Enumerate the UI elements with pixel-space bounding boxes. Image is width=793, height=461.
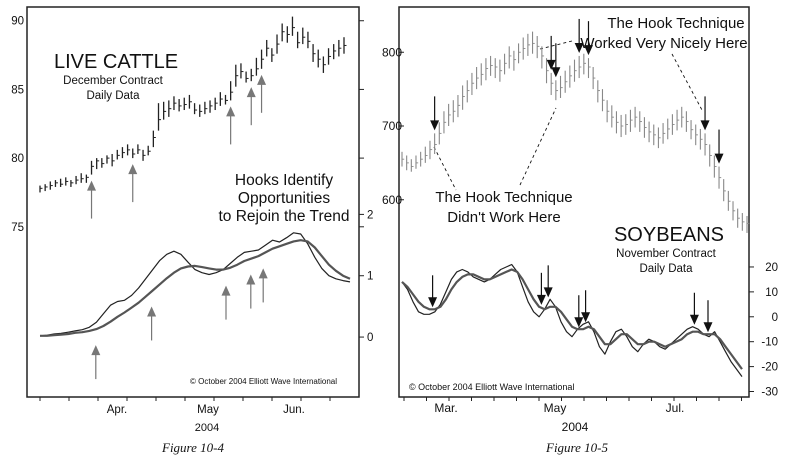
right-price-tick-label-2: 800: [382, 45, 402, 59]
left-copyright: © October 2004 Elliott Wave Internationa…: [190, 377, 337, 386]
right-price-tick-label-0: 600: [382, 193, 402, 207]
right-price-down-arrow-2-head: [551, 67, 561, 78]
right-oscillator-axis: 20 10 0 -10 -20 -30: [749, 262, 778, 399]
right-osc-tick-label-5: -30: [761, 387, 778, 399]
right-price-axis: 600 700 800: [382, 45, 404, 207]
soybeans-chart: The Hook Technique Worked Very Nicely He…: [382, 6, 778, 455]
right-osc-tick-label-0: 20: [765, 262, 778, 274]
right-x-tick-label-2: Jul.: [666, 401, 685, 415]
left-price-tick-label-1: 80: [11, 153, 24, 165]
right-title: SOYBEANS: [614, 224, 724, 246]
left-year: 2004: [195, 422, 219, 434]
right-price-bars: [401, 31, 750, 233]
left-osc-tick-label-2: 2: [367, 209, 373, 221]
right-osc-tick-label-2: 0: [772, 312, 778, 324]
right-annotation-bottom-1: The Hook Technique: [435, 189, 572, 206]
right-price-tick-label-1: 700: [382, 119, 402, 133]
right-annotation-top-2: Worked Very Nicely Here: [580, 35, 747, 52]
left-osc-up-arrow-1-head: [147, 306, 157, 317]
right-annotation-leaders: [433, 40, 703, 191]
left-oscillator-lines: [39, 232, 351, 337]
left-annotation-1: Hooks Identify: [235, 172, 333, 189]
right-price-down-arrow-0-head: [430, 120, 440, 131]
right-figure-label: Figure 10-5: [545, 440, 608, 455]
right-copyright: © October 2004 Elliott Wave Internationa…: [409, 382, 574, 392]
right-price-down-arrow-6-head: [714, 153, 724, 164]
right-price-arrows: [430, 18, 724, 164]
left-figure-label: Figure 10-4: [161, 440, 224, 455]
left-price-axis: 75 80 85 90: [11, 16, 364, 234]
right-osc-down-arrow-5-head: [689, 314, 699, 325]
left-price-tick-label-3: 90: [11, 16, 24, 28]
right-x-tick-label-0: Mar.: [434, 401, 457, 415]
left-osc-slow-line: [40, 239, 351, 337]
leader-bottom-left: [433, 146, 457, 191]
left-price-up-arrow-0-head: [87, 180, 97, 191]
right-osc-tick-label-4: -20: [761, 362, 778, 374]
right-price-down-arrow-5-head: [700, 120, 710, 131]
leader-bottom-right: [519, 107, 557, 186]
left-osc-up-arrow-0-head: [91, 345, 101, 356]
left-title: LIVE CATTLE: [54, 51, 178, 73]
left-x-tick-label-2: Jun.: [283, 404, 305, 416]
right-x-axis: Mar. May Jul.: [403, 397, 742, 415]
left-osc-up-arrow-2-head: [221, 285, 231, 296]
left-osc-tick-label-1: 1: [367, 271, 373, 283]
left-subtitle-1: December Contract: [63, 75, 164, 87]
left-annotation-3: to Rejoin the Trend: [219, 208, 350, 225]
left-osc-tick-label-0: 0: [367, 332, 373, 344]
right-oscillator-arrows: [428, 265, 713, 333]
right-annotation-top-1: The Hook Technique: [607, 15, 744, 32]
left-x-axis: Apr. May Jun.: [39, 397, 331, 416]
right-osc-tick-label-3: -10: [761, 337, 778, 349]
left-price-bars: [39, 16, 347, 193]
right-year: 2004: [562, 420, 589, 434]
left-price-up-arrow-3-head: [246, 87, 256, 98]
right-price-down-arrow-3-head: [574, 42, 584, 53]
left-annotation-2: Opportunities: [238, 190, 330, 207]
left-x-tick-label-1: May: [197, 404, 219, 416]
left-price-up-arrow-2-head: [226, 106, 236, 117]
right-panel-frame: [398, 6, 750, 398]
left-osc-up-arrow-4-head: [258, 268, 268, 279]
left-price-tick-label-2: 85: [11, 84, 24, 96]
live-cattle-chart: LIVE CATTLE December Contract Daily Data…: [11, 6, 373, 455]
left-oscillator-arrows: [91, 268, 268, 380]
right-oscillator-lines: [401, 263, 743, 377]
left-price-tick-label-0: 75: [11, 222, 24, 234]
left-subtitle-2: Daily Data: [86, 90, 140, 102]
right-subtitle-2: Daily Data: [639, 263, 693, 275]
left-oscillator-axis: 0 1 2: [359, 209, 373, 344]
right-osc-down-arrow-6-head: [703, 322, 713, 333]
right-osc-down-arrow-4-head: [581, 312, 591, 323]
right-price-down-arrow-1-head: [546, 59, 556, 70]
right-osc-down-arrow-0-head: [428, 297, 438, 308]
left-price-up-arrow-4-head: [257, 74, 267, 85]
left-osc-fast-line: [39, 232, 351, 337]
left-price-arrows: [87, 74, 267, 219]
right-osc-tick-label-1: 10: [765, 287, 778, 299]
right-annotation-bottom-2: Didn't Work Here: [447, 209, 560, 226]
left-osc-up-arrow-3-head: [246, 274, 256, 285]
right-osc-slow-line: [401, 268, 743, 370]
right-subtitle-1: November Contract: [616, 248, 717, 260]
right-osc-down-arrow-2-head: [543, 287, 553, 298]
right-osc-down-arrow-3-head: [574, 317, 584, 328]
leader-top-right: [671, 53, 703, 111]
left-panel-frame: [26, 6, 360, 398]
right-osc-fast-line: [401, 263, 743, 377]
right-x-tick-label-1: May: [544, 401, 567, 415]
left-price-up-arrow-1-head: [128, 164, 138, 175]
left-x-tick-label-0: Apr.: [107, 404, 127, 416]
right-price-down-arrow-4-head: [583, 45, 593, 56]
right-osc-down-arrow-1-head: [536, 294, 546, 305]
